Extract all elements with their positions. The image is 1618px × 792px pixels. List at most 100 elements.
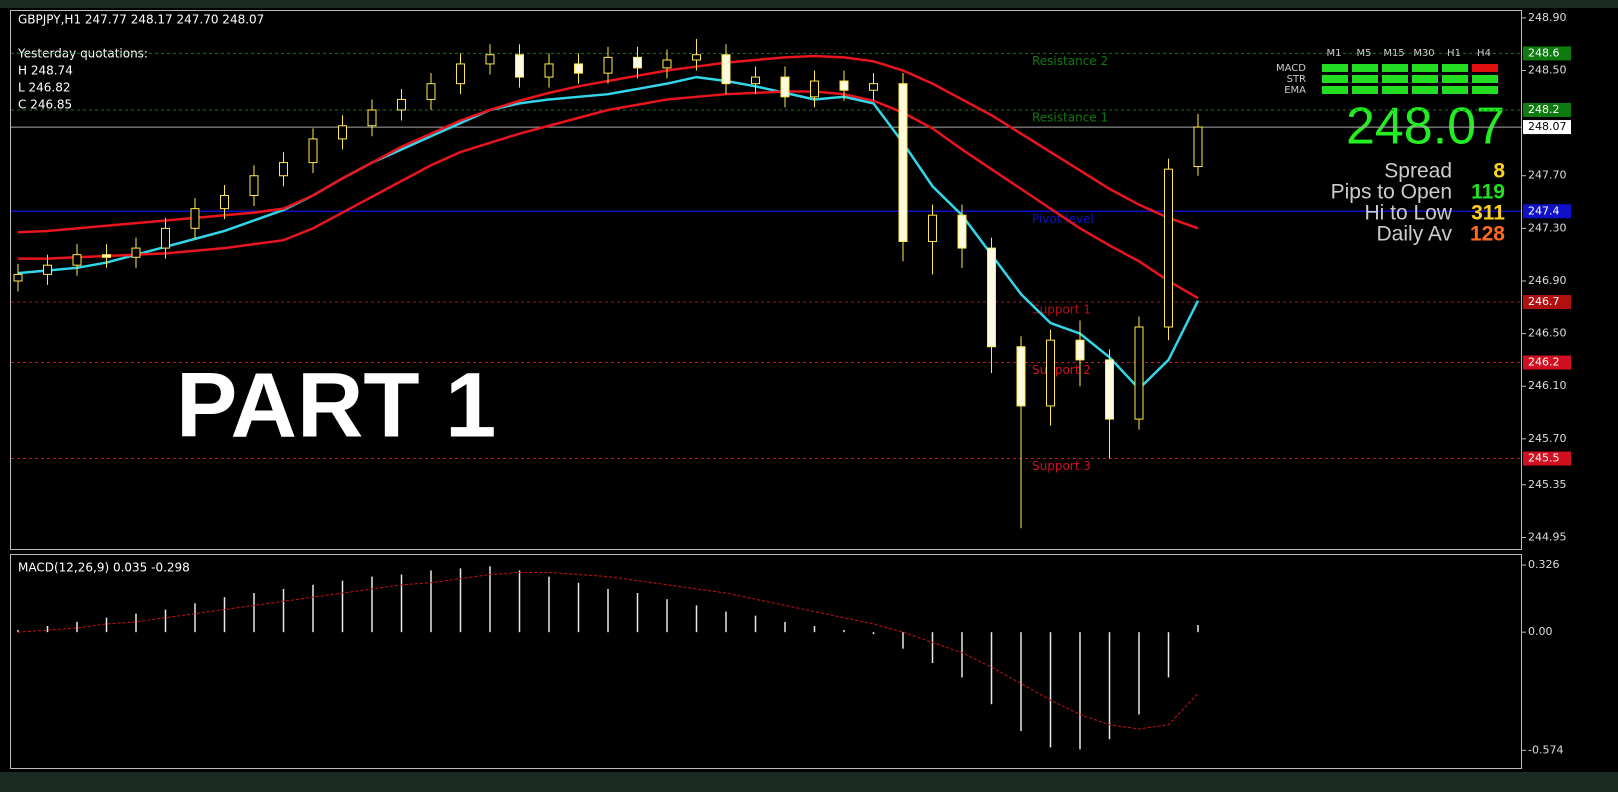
macd-panel	[10, 554, 1522, 769]
candle-body	[1134, 326, 1144, 420]
y-tick-label: 0.326	[1528, 558, 1560, 571]
axis-badge	[1523, 120, 1571, 135]
y-tick-label: 246.50	[1528, 327, 1567, 340]
y-tick-label: 245.35	[1528, 478, 1567, 491]
axis-badge-label: 247.4	[1528, 204, 1560, 217]
candle-body	[928, 214, 937, 243]
timeframe-label: H1	[1447, 48, 1461, 59]
candle-body	[72, 254, 82, 266]
signal-box	[1382, 64, 1408, 72]
signal-box	[1382, 75, 1408, 83]
axis-badge	[1523, 355, 1571, 370]
row-label: EMA	[1284, 85, 1306, 96]
candle-body	[574, 63, 583, 74]
timeframe-label: H4	[1477, 48, 1491, 59]
candle-body	[898, 83, 908, 243]
candle-body	[1046, 339, 1055, 407]
candle-body	[810, 80, 819, 98]
axis-badge	[1523, 204, 1571, 219]
axis-badge	[1523, 295, 1571, 310]
candle-body	[190, 208, 200, 229]
moving-average	[18, 90, 1199, 300]
candle-body	[102, 254, 111, 258]
candle-body	[603, 56, 613, 74]
chart-title: GBPJPY,H1 247.77 248.17 247.70 248.07	[18, 13, 264, 27]
signal-box	[1382, 86, 1408, 94]
row-label: STR	[1287, 74, 1306, 85]
signal-box	[1412, 86, 1438, 94]
axis-badge	[1523, 102, 1571, 117]
candle-body	[426, 83, 436, 100]
y-tick-label: 245.70	[1528, 432, 1567, 445]
y-tick-label: 248.50	[1528, 64, 1567, 77]
axis-badge-label: 248.6	[1528, 46, 1560, 59]
y-tick-label: -0.574	[1528, 743, 1563, 756]
signal-box	[1442, 86, 1468, 94]
stat-label: Spread	[1384, 160, 1452, 183]
axis-badge	[1523, 46, 1571, 61]
signal-box	[1472, 86, 1498, 94]
stat-label: Daily Av	[1377, 223, 1453, 246]
signal-box	[1322, 75, 1348, 83]
candle-body	[1075, 339, 1085, 361]
signal-box	[1442, 75, 1468, 83]
axis-badge-label: 248.2	[1528, 103, 1560, 116]
signal-box	[1472, 64, 1498, 72]
timeframe-label: M1	[1327, 48, 1342, 59]
candle-body	[692, 54, 701, 61]
stat-value: 128	[1470, 223, 1505, 246]
y-tick-label: 247.30	[1528, 221, 1567, 234]
candle-body	[13, 273, 23, 282]
candle-body	[839, 80, 849, 91]
y-tick-label: 247.70	[1528, 169, 1567, 182]
candle-body	[279, 162, 288, 177]
signal-box	[1412, 75, 1438, 83]
level-label: Pivot level	[1032, 212, 1094, 226]
candle-body	[249, 175, 259, 196]
candle-body	[43, 264, 52, 275]
signal-box	[1322, 86, 1348, 94]
current-price-label: 248.07	[1528, 120, 1567, 133]
candle-body	[869, 83, 878, 91]
candle-body	[397, 98, 406, 111]
candle-body	[987, 247, 996, 348]
moving-average	[17, 75, 1200, 391]
signal-box	[1352, 64, 1378, 72]
candle-body	[1105, 359, 1114, 420]
signal-box	[1322, 64, 1348, 72]
candle-body	[633, 56, 642, 69]
stat-value: 8	[1493, 160, 1505, 183]
macd-title: MACD(12,26,9) 0.035 -0.298	[18, 561, 190, 575]
axis-badge-label: 245.5	[1528, 452, 1560, 465]
level-label: Support 3	[1032, 459, 1091, 473]
row-label: MACD	[1276, 63, 1306, 74]
y-tick-label: 248.90	[1528, 11, 1567, 24]
candle-body	[957, 214, 967, 249]
background	[0, 8, 1618, 772]
candle-body	[515, 54, 524, 78]
level-label: Resistance 1	[1032, 110, 1108, 124]
candle-body	[131, 247, 141, 258]
candle-body	[456, 63, 465, 85]
signal-box	[1352, 86, 1378, 94]
candle-body	[544, 63, 554, 78]
axis-badge-label: 246.7	[1528, 295, 1560, 308]
candle-body	[367, 109, 377, 127]
yesterday-line: H 248.74	[18, 64, 73, 78]
candle-body	[485, 54, 495, 65]
yesterday-title: Yesterday quotations:	[17, 47, 148, 61]
level-label: Support 1	[1032, 303, 1091, 317]
y-tick-label: 244.95	[1528, 530, 1567, 543]
timeframe-label: M15	[1383, 48, 1404, 59]
signal-line	[17, 571, 1199, 730]
price-panel	[10, 10, 1522, 550]
level-label: Resistance 2	[1032, 54, 1108, 68]
yesterday-line: C 246.85	[18, 98, 72, 112]
timeframe-label: M5	[1357, 48, 1372, 59]
y-tick-label: 246.10	[1528, 379, 1567, 392]
candle-body	[1164, 168, 1173, 328]
stat-value: 119	[1471, 181, 1505, 204]
candle-body	[751, 76, 760, 85]
